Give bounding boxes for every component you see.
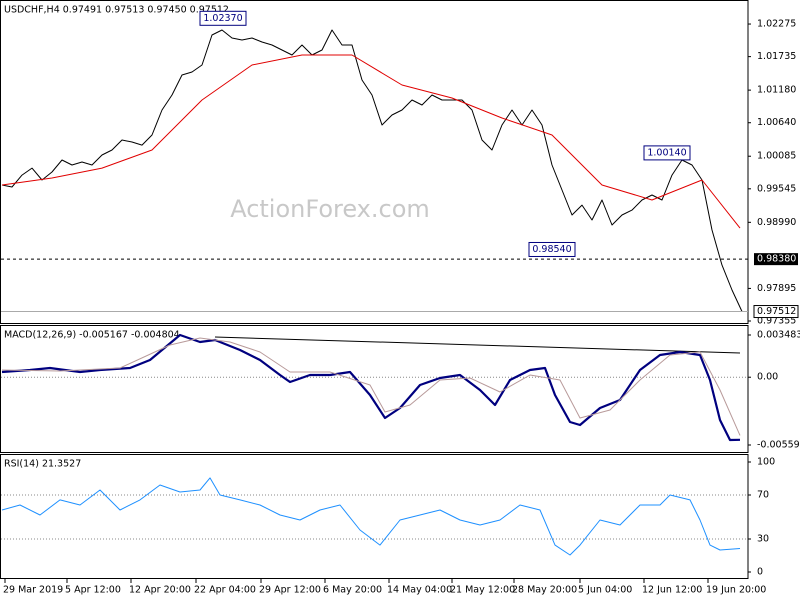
x-tick-label: 12 Jun 12:00 [642, 585, 702, 596]
x-tick-label: 19 Jun 20:00 [706, 585, 766, 596]
x-tick-label: 28 May 20:00 [512, 585, 577, 596]
pane-title: USDCHF,H4 0.97491 0.97513 0.97450 0.9751… [4, 5, 229, 16]
series-line [1, 29, 743, 312]
y-tick-label: 100 [757, 456, 775, 467]
y-tick-label: 70 [757, 489, 769, 500]
x-tick-label: 29 Apr 12:00 [259, 585, 321, 596]
price-pane-border [0, 0, 749, 324]
x-tick-label: 14 May 04:00 [387, 585, 452, 596]
price-tag-label: 0.97512 [757, 306, 796, 317]
y-tick-label: 0.003483 [757, 329, 800, 340]
y-tick-label: 1.01180 [757, 85, 796, 96]
annotation-box [643, 145, 691, 161]
x-tick-label: 22 Apr 04:00 [194, 585, 256, 596]
series-line [1, 337, 741, 436]
series-line [1, 477, 741, 556]
price-tag-label: 0.98380 [757, 254, 796, 265]
annotation-label: 1.00140 [647, 147, 686, 158]
y-tick-label: 30 [757, 534, 769, 545]
x-tick-label: 12 Apr 20:00 [129, 585, 191, 596]
x-tick-label: 5 Jun 04:00 [578, 585, 632, 596]
y-tick-label: 0.00 [757, 372, 778, 383]
rsi-pane-border [0, 454, 749, 579]
y-tick-label: 0.98990 [757, 217, 796, 228]
price-tag [754, 253, 798, 266]
y-tick-label: 1.02275 [757, 19, 796, 30]
pane-title: RSI(14) 21.3527 [4, 459, 81, 470]
annotation-label: 0.98540 [532, 244, 571, 255]
y-tick-label: 1.00640 [757, 117, 796, 128]
y-tick-label: 0.97895 [757, 283, 796, 294]
macd-trendline [214, 336, 741, 354]
x-tick-label: 5 Apr 12:00 [65, 585, 121, 596]
macd-pane-border [0, 325, 749, 453]
x-tick-label: 29 Mar 2019 [3, 585, 63, 596]
series-line [1, 54, 741, 229]
pane-title: MACD(12,26,9) -0.005167 -0.004804 [4, 330, 180, 341]
y-tick-label: 0.99545 [757, 183, 796, 194]
x-tick-label: 6 May 20:00 [323, 585, 382, 596]
y-tick-label: 1.00085 [757, 151, 796, 162]
y-tick-label: 1.01735 [757, 51, 796, 62]
series-line [1, 333, 741, 442]
price-tag [753, 305, 799, 319]
annotation-box [199, 10, 247, 26]
annotation-box [528, 241, 576, 257]
y-tick-label: -0.005592 [757, 439, 800, 450]
x-tick-label: 21 May 12:00 [450, 585, 515, 596]
annotation-label: 1.02370 [203, 13, 242, 24]
y-tick-label: 0.97355 [757, 316, 796, 327]
watermark: ActionForex.com [230, 195, 430, 223]
y-tick-label: 0 [757, 567, 763, 578]
